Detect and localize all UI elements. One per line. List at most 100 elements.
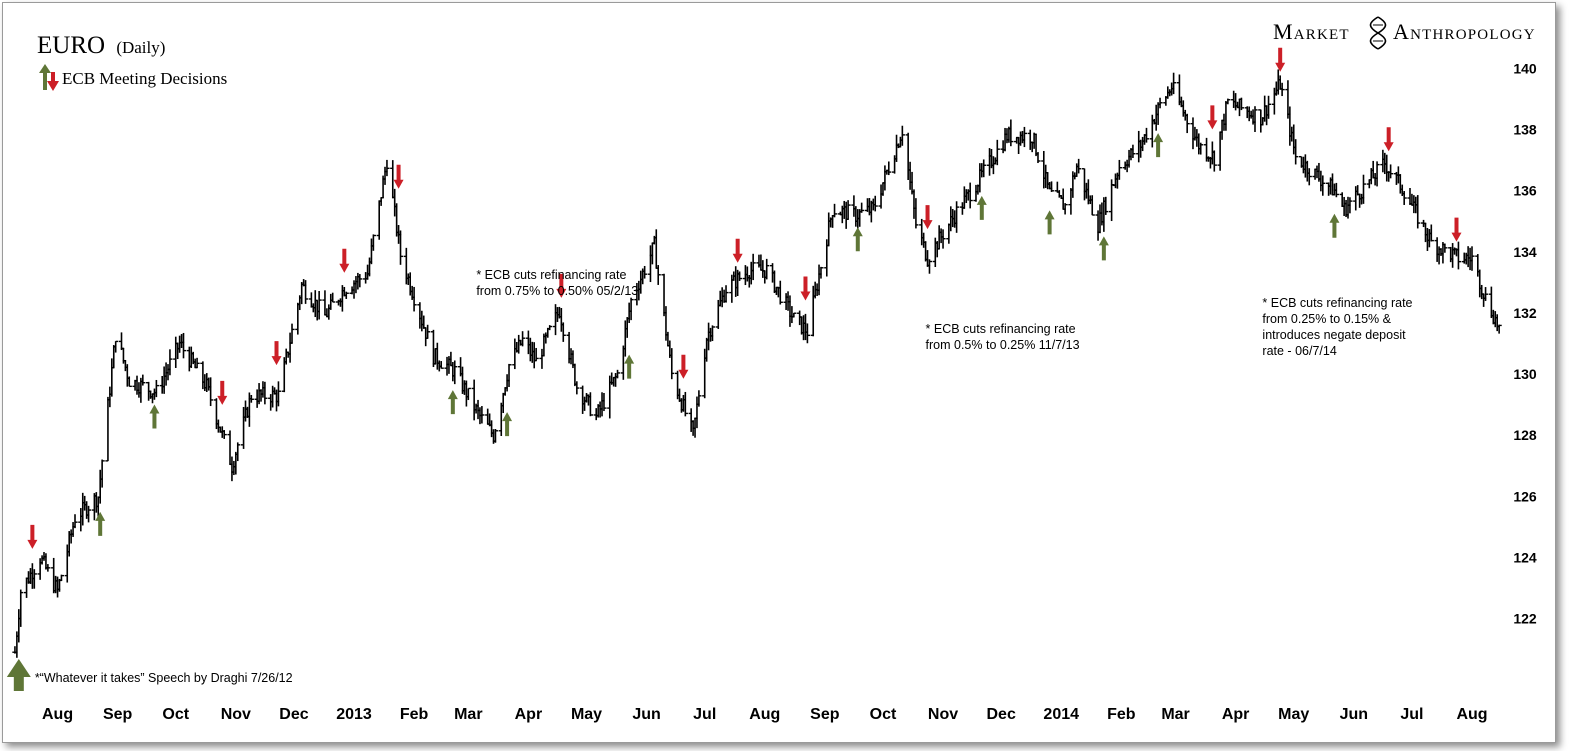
y-tick-label: 134 (1513, 244, 1537, 260)
down-arrow-icon (339, 248, 350, 273)
annotation-line: * ECB cuts refinancing rate (476, 268, 626, 282)
x-tick-label: Jun (632, 706, 660, 723)
ohlc-bar (682, 391, 688, 417)
ohlc-bar (1279, 82, 1285, 97)
ohlc-bar (831, 203, 838, 218)
ohlc-bar (1225, 98, 1231, 105)
ohlc-bar (940, 229, 946, 249)
ohlc-bar (614, 369, 621, 379)
ohlc-bar (357, 274, 363, 288)
up-arrow-icon (1153, 133, 1164, 158)
x-tick-label: Apr (1222, 706, 1250, 723)
chart-title: EURO (37, 32, 105, 59)
ohlc-bar (1198, 142, 1204, 155)
x-tick-label: Jun (1340, 706, 1368, 723)
up-arrow-icon (447, 390, 458, 415)
ohlc-bar (330, 292, 336, 303)
ohlc-bar (1388, 164, 1394, 179)
y-tick-label: 132 (1513, 305, 1537, 321)
ohlc-bar (1415, 195, 1421, 229)
down-arrow-icon (1451, 217, 1462, 242)
ohlc-bar (72, 514, 78, 529)
x-tick-label: Apr (515, 706, 543, 723)
ohlc-bar (872, 195, 878, 212)
x-tick-label: Jul (693, 706, 716, 723)
ohlc-bar (1103, 196, 1109, 215)
up-arrow-icon (95, 511, 106, 536)
ohlc-bar (1469, 246, 1475, 271)
chart-title-group: EURO (Daily) ECB Meeting Decisions (37, 32, 227, 91)
down-arrow-icon (217, 380, 228, 405)
down-arrow-icon (800, 276, 811, 301)
ohlc-bar (587, 392, 593, 417)
ohlc-bar (574, 381, 580, 395)
down-arrow-icon (732, 238, 743, 263)
ohlc-bar (479, 406, 485, 424)
ohlc-bar (791, 312, 797, 318)
ohlc-bar (1360, 174, 1367, 204)
ohlc-bar (289, 323, 295, 344)
ohlc-bar (764, 258, 770, 280)
x-tick-label: Dec (279, 706, 308, 723)
up-arrow-icon (149, 404, 160, 429)
ohlc-bar (1320, 175, 1326, 196)
ohlc-bar (1455, 241, 1462, 270)
ohlc-bar (18, 589, 24, 627)
ohlc-bar (736, 271, 743, 281)
ohlc-bar (1238, 97, 1245, 111)
ohlc-bar (99, 459, 105, 488)
x-tick-label: 2014 (1043, 706, 1079, 723)
y-tick-label: 136 (1513, 183, 1537, 199)
ohlc-bar (343, 291, 349, 299)
down-arrow-icon (393, 164, 404, 189)
ohlc-bar (194, 357, 200, 369)
ohlc-bar (376, 200, 382, 240)
chart-frame: *“Whatever it takes” Speech by Draghi 7/… (2, 2, 1556, 743)
ohlc-bar (275, 381, 282, 407)
annotation-line: * ECB cuts refinancing rate (926, 322, 1076, 336)
y-tick-label: 122 (1513, 611, 1537, 627)
ohlc-bar (1035, 152, 1041, 164)
up-arrow-icon (976, 195, 987, 220)
ohlc-bar (994, 139, 1000, 166)
ohlc-bar (45, 564, 51, 572)
ohlc-bar (669, 348, 675, 380)
ohlc-bar (1347, 197, 1353, 214)
chart-subtitle: (Daily) (116, 38, 165, 57)
ohlc-bar (492, 428, 499, 443)
ohlc-bar (899, 125, 905, 146)
up-arrow-icon (624, 354, 635, 379)
ohlc-bar (1076, 158, 1082, 174)
ohlc-bar (167, 349, 173, 376)
ohlc-bar (1171, 72, 1177, 95)
up-arrow-icon (1044, 210, 1055, 235)
ohlc-bar (248, 394, 254, 403)
ohlc-bar (506, 363, 512, 387)
ohlc-bar (302, 280, 309, 304)
ohlc-bar (438, 361, 444, 369)
ohlc-bar (845, 200, 851, 220)
ohlc-bar (519, 331, 526, 347)
ohlc-bar (1089, 195, 1095, 216)
x-tick-label: Oct (870, 706, 897, 723)
ohlc-bar (1184, 113, 1190, 134)
annotation-line: rate - 06/7/14 (1262, 344, 1336, 358)
ohlc-bar (859, 202, 865, 213)
brand-logo: Market Anthropology (1273, 16, 1536, 50)
annotation-line: *“Whatever it takes” Speech by Draghi 7/… (35, 671, 293, 685)
down-arrow-icon (678, 354, 689, 379)
ohlc-bar (1143, 127, 1150, 143)
brand-right: Anthropology (1393, 19, 1536, 44)
x-tick-label: Sep (103, 706, 133, 723)
ohlc-bar (1482, 287, 1489, 301)
ohlc-bar (967, 182, 973, 209)
x-tick-label: Feb (1107, 706, 1136, 723)
annotations: *“Whatever it takes” Speech by Draghi 7/… (35, 268, 1413, 685)
dna-helix-icon (1369, 16, 1387, 50)
ohlc-bar (397, 230, 404, 265)
x-tick-label: Jul (1400, 706, 1423, 723)
ohlc-bar (316, 291, 322, 320)
ohlc-bar (750, 253, 756, 281)
x-tick-label: Oct (162, 706, 189, 723)
ohlc-bar (85, 505, 92, 523)
